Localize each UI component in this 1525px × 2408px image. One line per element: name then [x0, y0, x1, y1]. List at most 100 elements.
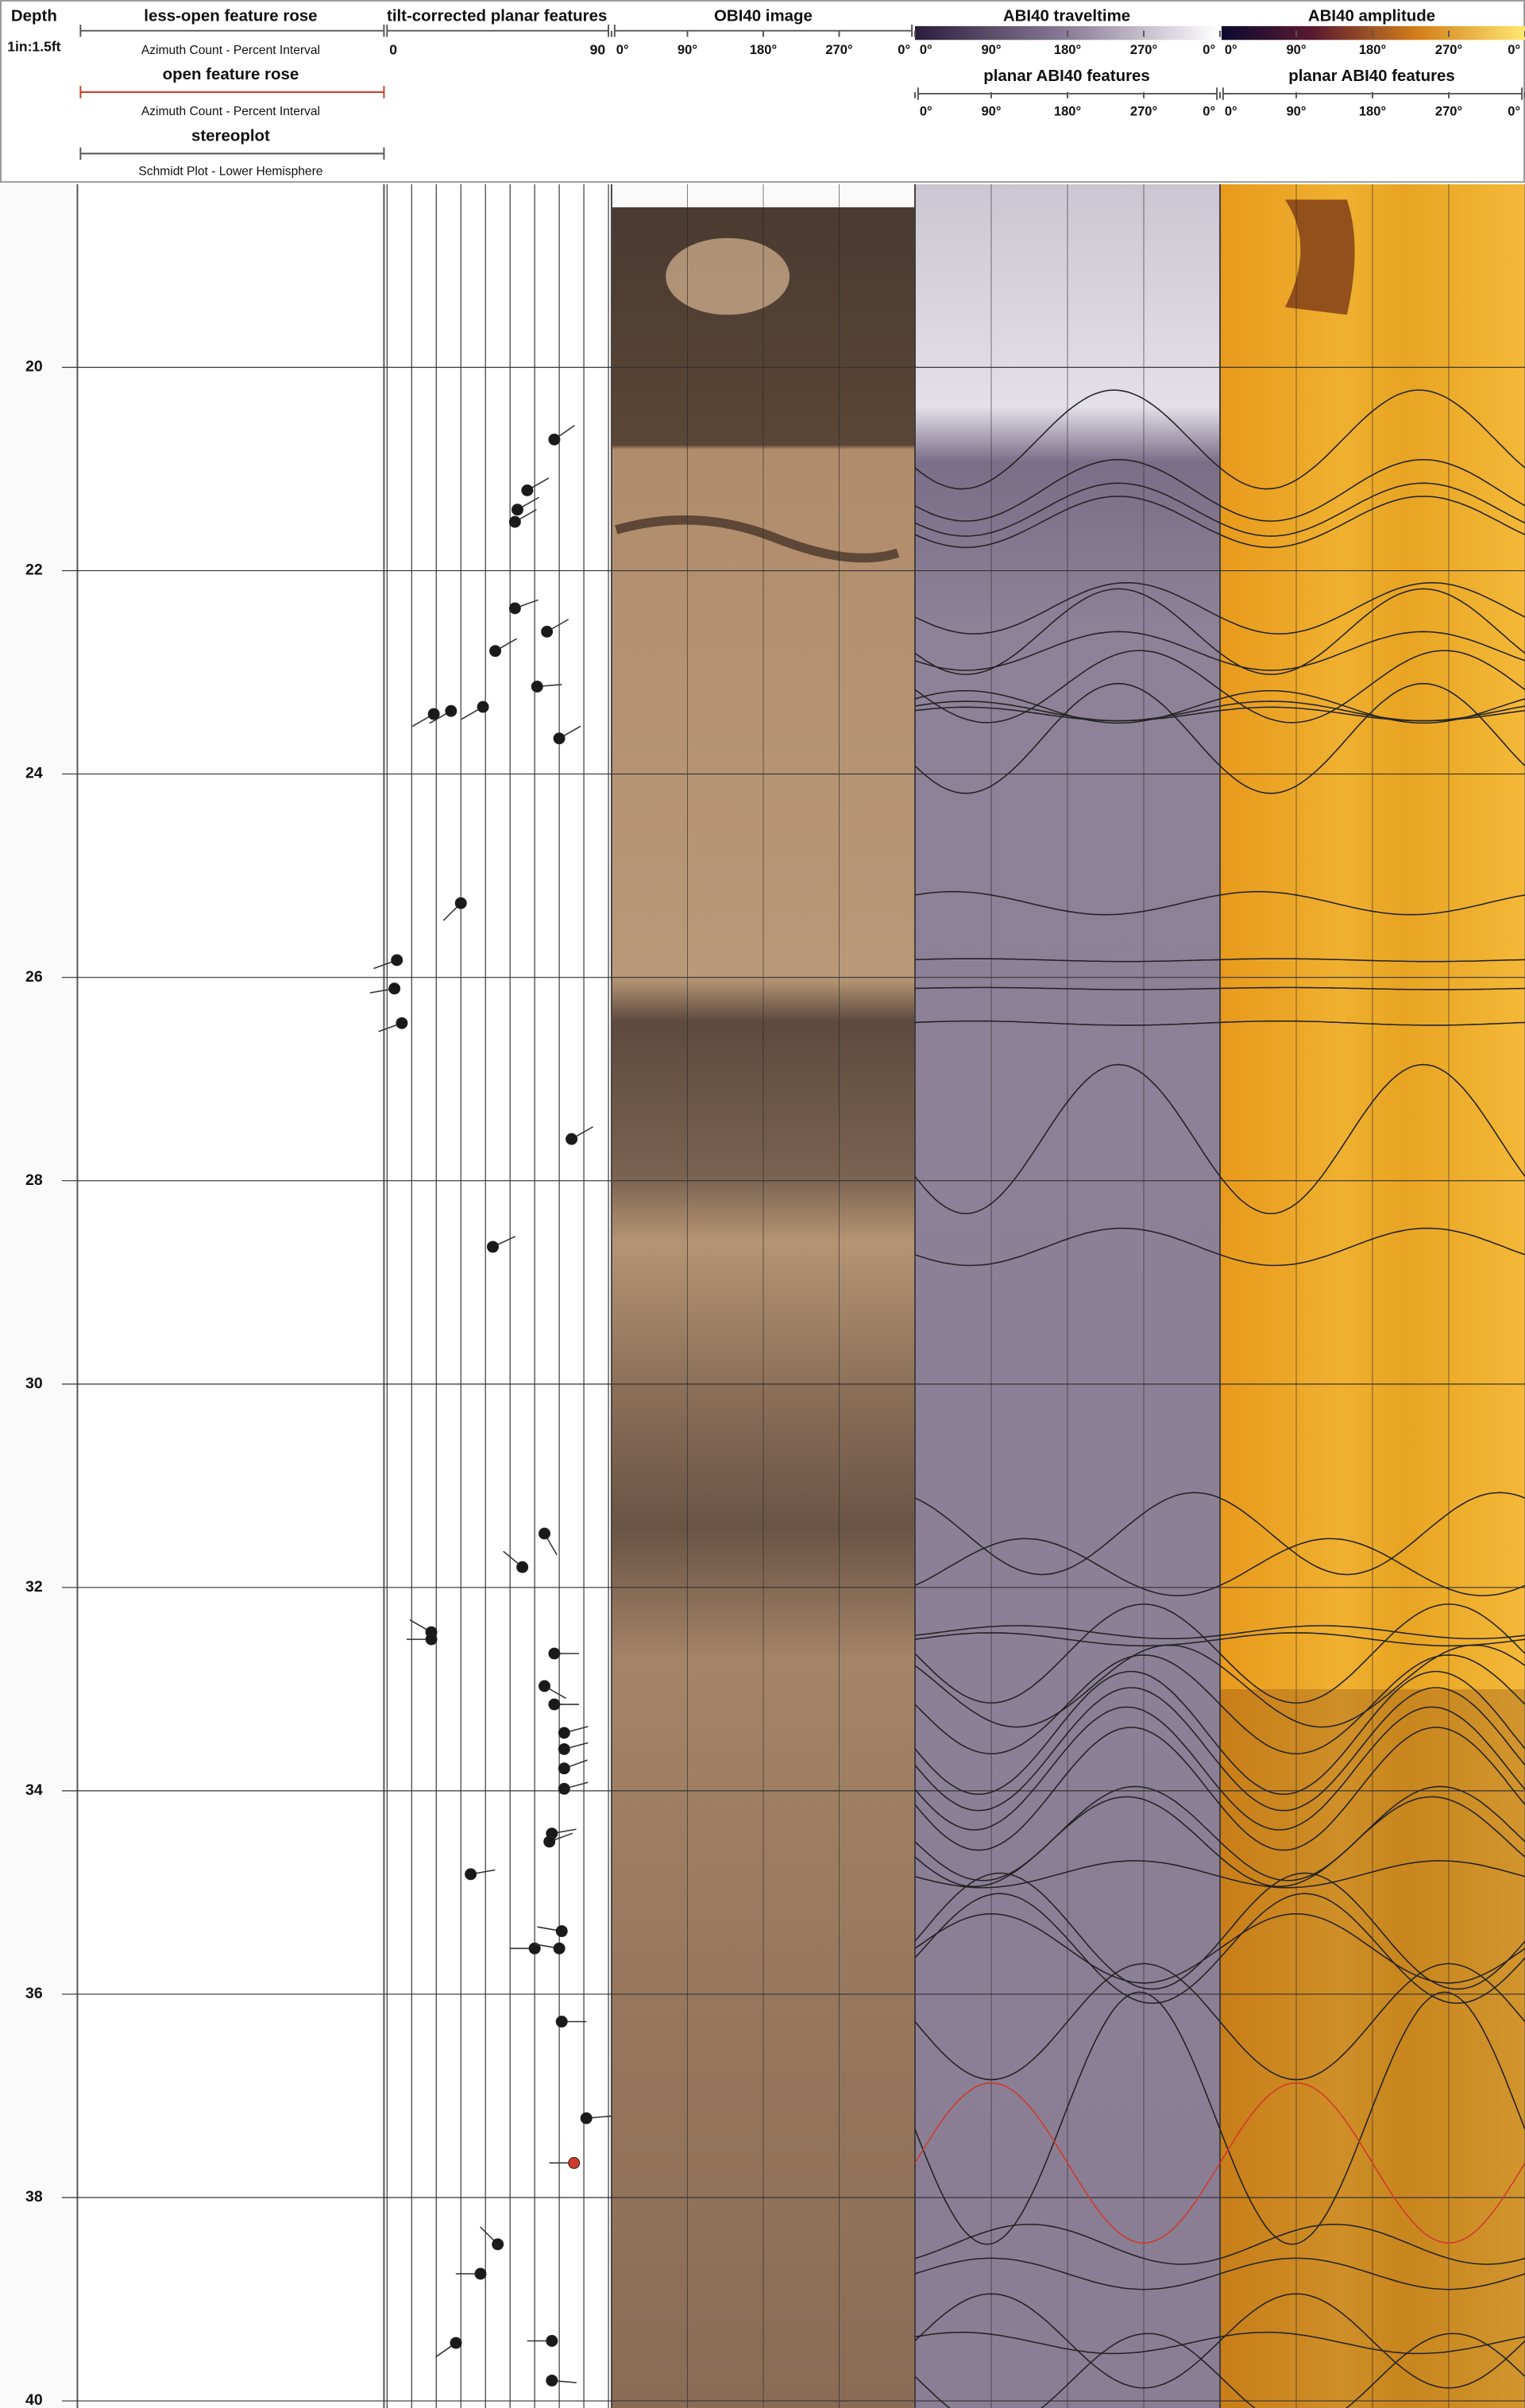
log-chart: Depth 1in:1.5ft less-open feature rose A…: [0, 0, 1525, 2408]
tadpole: [465, 1869, 477, 1880]
stereoplot-title: stereoplot: [191, 128, 270, 145]
dip-track: [387, 184, 612, 2408]
obi-texture: [666, 238, 790, 315]
tadpole: [556, 1926, 567, 1937]
dip-title: tilt-corrected planar features: [387, 8, 607, 25]
stereoplot-subtitle: Schmidt Plot - Lower Hemisphere: [138, 165, 322, 179]
azimuth-tick-label: 0°: [1203, 105, 1215, 119]
tadpole: [392, 955, 403, 966]
azimuth-tick-label: 180°: [1054, 105, 1081, 119]
tadpole: [389, 983, 400, 994]
azimuth-tick-label: 0°: [898, 43, 910, 57]
stereoplot-scale: [80, 148, 384, 160]
rose-track: [77, 184, 384, 2408]
azimuth-tick-label: 90°: [981, 105, 1001, 119]
tadpole: [539, 1681, 550, 1692]
tadpole: [539, 1528, 550, 1539]
azimuth-tick-label: 0°: [920, 43, 932, 57]
rose-title: open feature rose: [163, 66, 299, 83]
tadpole: [477, 701, 488, 712]
tadpole: [522, 484, 533, 496]
azimuth-tick-label: 270°: [825, 43, 852, 57]
tadpole: [517, 1561, 528, 1573]
azimuth-tick-label: 90°: [1286, 43, 1306, 57]
tadpole: [549, 434, 560, 445]
azimuth-tick-label: 270°: [1435, 43, 1462, 57]
rose-scale: [80, 25, 384, 37]
tadpole: [569, 2157, 580, 2168]
azimuth-tick-label: 180°: [750, 43, 777, 57]
depth-tick-label: 40: [25, 2391, 43, 2408]
azimuth-tick-label: 0°: [1225, 43, 1237, 57]
tadpole: [531, 681, 542, 693]
tadpole: [475, 2268, 486, 2279]
traveltime-subtitle: planar ABI40 features: [983, 68, 1150, 85]
azimuth-tick-label: 180°: [1054, 43, 1081, 57]
depth-tick-label: 24: [25, 765, 43, 782]
azimuth-tick-label: 0°: [1203, 43, 1215, 57]
depth-tick-label: 26: [25, 968, 43, 986]
tadpole: [396, 1017, 407, 1028]
tadpole: [428, 708, 439, 720]
depth-tick-label: 38: [25, 2188, 43, 2205]
azimuth-tick-label: 270°: [1435, 105, 1462, 119]
tadpole: [549, 1648, 560, 1659]
dip-tick-label: 90: [590, 41, 606, 57]
tadpole: [566, 1133, 577, 1144]
tadpole: [546, 2375, 558, 2386]
azimuth-tick-label: 90°: [1286, 105, 1306, 119]
azimuth-tick-label: 0°: [1508, 105, 1520, 119]
tadpole: [487, 1241, 498, 1252]
tadpole: [455, 897, 466, 909]
depth-tick-label: 30: [25, 1375, 43, 1392]
tadpole: [492, 2239, 504, 2250]
amplitude-title: ABI40 amplitude: [1308, 8, 1435, 25]
azimuth-tick-label: 90°: [678, 43, 697, 57]
azimuth-tick-label: 0°: [920, 105, 932, 119]
azimuth-tick-label: 0°: [616, 43, 629, 57]
header: Depth 1in:1.5ft less-open feature rose A…: [1, 1, 1525, 182]
tadpole: [554, 1943, 565, 1954]
azimuth-tick-label: 180°: [1359, 105, 1386, 119]
azimuth-tick-label: 0°: [1225, 105, 1237, 119]
tadpole: [426, 1634, 437, 1645]
tadpole: [490, 646, 501, 657]
depth-tick-label: 20: [25, 358, 43, 376]
depth-label: Depth: [11, 8, 57, 25]
depth-tick-label: 36: [25, 1985, 43, 2002]
tadpole: [558, 1727, 569, 1738]
rose-scale: [80, 86, 384, 98]
azimuth-tick-label: 180°: [1359, 43, 1386, 57]
tadpole: [581, 2113, 592, 2124]
rose-subtitle: Azimuth Count - Percent Interval: [141, 44, 320, 57]
tadpole: [542, 626, 553, 637]
tadpole: [558, 1743, 569, 1754]
depth-tick-label: 32: [25, 1578, 43, 1596]
scale-label: 1in:1.5ft: [7, 39, 60, 55]
azimuth-tick-label: 270°: [1130, 43, 1157, 57]
tadpole: [556, 2016, 567, 2028]
traveltime-title: ABI40 traveltime: [1003, 8, 1130, 25]
rose-subtitle: Azimuth Count - Percent Interval: [141, 105, 320, 118]
tadpole: [554, 733, 565, 744]
obi-title: OBI40 image: [714, 8, 813, 25]
tadpole: [512, 504, 523, 515]
depth-tick-label: 28: [25, 1171, 43, 1189]
tadpole: [558, 1763, 569, 1774]
page: Depth 1in:1.5ft less-open feature rose A…: [0, 0, 1525, 2408]
dip-scale: [387, 25, 608, 37]
amplitude-subtitle: planar ABI40 features: [1288, 68, 1455, 85]
azimuth-tick-label: 270°: [1130, 105, 1157, 119]
tadpole: [446, 705, 457, 716]
tadpole: [546, 2336, 558, 2347]
tadpole: [509, 516, 520, 527]
dip-tick-label: 0: [389, 41, 397, 57]
depth-tick-label: 34: [25, 1781, 43, 1799]
tadpole: [450, 2337, 461, 2348]
tadpole: [558, 1783, 569, 1794]
tadpole: [549, 1699, 560, 1710]
tadpole: [509, 603, 520, 614]
depth-tick-label: 22: [25, 561, 43, 579]
rose-title: less-open feature rose: [144, 8, 317, 25]
azimuth-tick-label: 0°: [1508, 43, 1520, 57]
